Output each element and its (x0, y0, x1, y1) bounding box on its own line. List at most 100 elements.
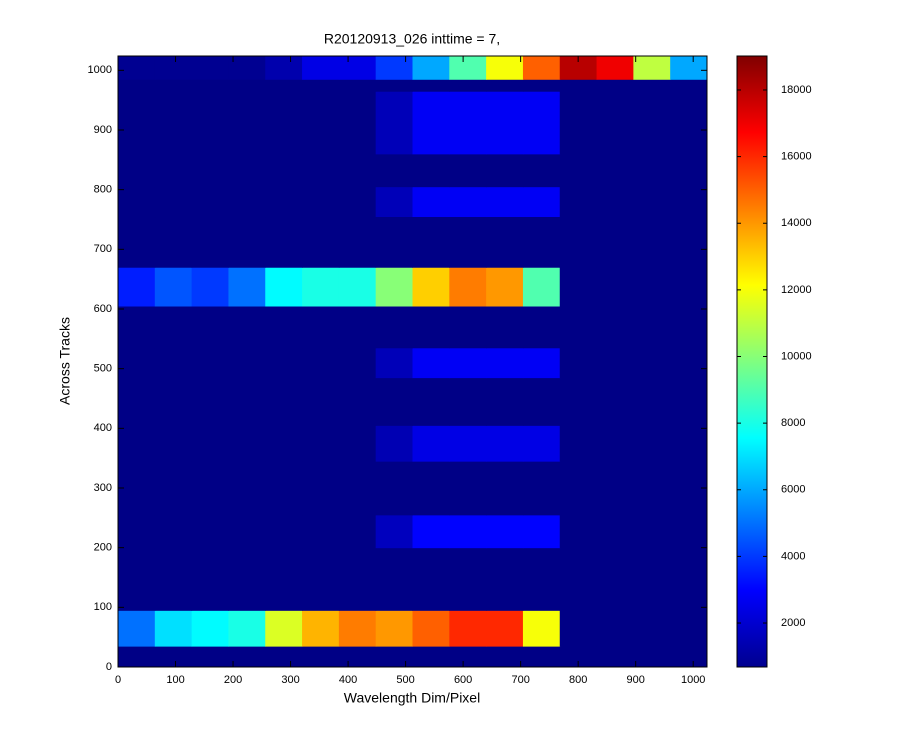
heat-cell (228, 514, 266, 549)
heat-cell (302, 425, 340, 462)
heat-cell (191, 186, 229, 218)
heat-cell (596, 610, 634, 647)
heat-cell (596, 377, 634, 426)
x-tick-label: 500 (396, 674, 414, 686)
heat-cell (302, 377, 340, 426)
heat-cell (375, 547, 413, 611)
heat-cell (559, 306, 598, 349)
heat-cell (265, 306, 303, 349)
heat-cell (522, 514, 561, 549)
heat-cell (412, 216, 450, 268)
heat-cell (670, 646, 708, 668)
heat-cell (522, 347, 561, 379)
heat-cell (228, 646, 266, 668)
heat-cell (338, 377, 377, 426)
heat-cell (265, 461, 303, 516)
heat-cell (449, 91, 487, 155)
heat-cell (449, 425, 487, 462)
heat-cell (559, 56, 598, 80)
y-tick-label: 600 (94, 303, 112, 315)
colorbar (737, 56, 767, 667)
heat-cell (559, 425, 598, 462)
colorbar-tick-label: 18000 (781, 84, 812, 96)
heat-cell (633, 153, 671, 188)
heat-cell (486, 267, 524, 307)
heat-cell (375, 153, 413, 188)
heat-cell (486, 377, 524, 426)
heat-cell (338, 547, 377, 611)
heatmap (118, 56, 708, 668)
heat-cell (154, 186, 193, 218)
heat-cell (265, 79, 303, 92)
heat-cell (375, 347, 413, 379)
heat-cell (412, 79, 450, 92)
heat-cell (191, 267, 229, 307)
colorbar-frame (736, 55, 768, 668)
heat-cell (412, 377, 450, 426)
heat-cell (596, 425, 634, 462)
heat-cell (670, 216, 708, 268)
heat-cell (486, 461, 524, 516)
heat-cell (338, 646, 377, 668)
heat-cell (486, 306, 524, 349)
heat-cell (265, 216, 303, 268)
heat-cell (338, 347, 377, 379)
heat-cell (596, 79, 634, 92)
heat-cell (633, 347, 671, 379)
heat-cell (670, 267, 708, 307)
heat-cell (596, 216, 634, 268)
heat-cell (191, 610, 229, 647)
heat-cell (633, 267, 671, 307)
y-tick-label: 100 (94, 601, 112, 613)
heat-cell (265, 56, 303, 80)
heat-cell (412, 186, 450, 218)
heat-cell (338, 514, 377, 549)
colorbar-tick-label: 8000 (781, 417, 805, 429)
heat-cell (302, 153, 340, 188)
heat-cell (486, 610, 524, 647)
heat-cell (154, 153, 193, 188)
heat-cell (412, 646, 450, 668)
y-tick-label: 200 (94, 542, 112, 554)
heat-cell (559, 91, 598, 155)
heat-cell (522, 216, 561, 268)
heat-cell (522, 547, 561, 611)
chart-title: R20120913_026 inttime = 7, (324, 31, 500, 47)
heat-cell (633, 514, 671, 549)
heat-cell (670, 514, 708, 549)
heat-cell (375, 461, 413, 516)
heat-cell (449, 514, 487, 549)
heat-cell (338, 186, 377, 218)
heat-cell (228, 377, 266, 426)
heat-cell (633, 425, 671, 462)
heat-cell (338, 56, 377, 80)
y-axis-label: Across Tracks (57, 317, 73, 405)
heat-cell (118, 216, 156, 268)
heat-cell (449, 79, 487, 92)
heat-cell (191, 547, 229, 611)
heat-cell (375, 514, 413, 549)
heat-cell (559, 186, 598, 218)
heat-cell (118, 79, 156, 92)
heat-cell (449, 186, 487, 218)
x-tick-label: 100 (166, 674, 184, 686)
heat-cell (522, 646, 561, 668)
heat-cell (118, 514, 156, 549)
y-tick-label: 1000 (88, 64, 112, 76)
heat-cell (449, 216, 487, 268)
heat-cell (522, 153, 561, 188)
heat-cell (302, 267, 340, 307)
heat-cell (633, 56, 671, 80)
y-tick-label: 500 (94, 363, 112, 375)
heat-cell (375, 646, 413, 668)
heat-cell (154, 547, 193, 611)
heat-cell (412, 153, 450, 188)
colorbar-tick-label: 10000 (781, 350, 812, 362)
heat-cell (375, 91, 413, 155)
heat-cell (375, 216, 413, 268)
heat-cell (338, 216, 377, 268)
heat-cell (670, 79, 708, 92)
heat-cell (522, 186, 561, 218)
heat-cell (265, 610, 303, 647)
heat-cell (670, 610, 708, 647)
